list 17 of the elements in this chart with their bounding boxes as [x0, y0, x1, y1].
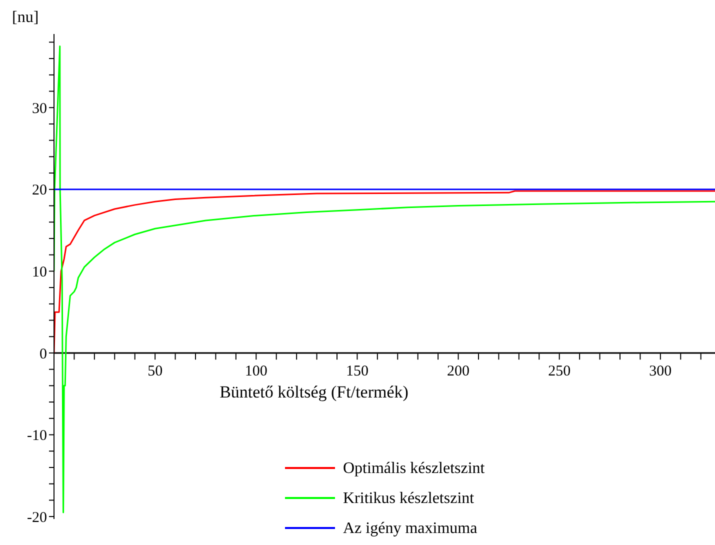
y-tick-label: 10 — [32, 264, 47, 281]
y-tick-label: -20 — [27, 510, 47, 526]
x-tick-label: 100 — [244, 364, 268, 380]
y-tick-label: -10 — [27, 428, 47, 444]
x-tick-label: 250 — [548, 364, 571, 380]
legend-label: Az igény maximuma — [343, 520, 478, 537]
x-tick-label: 50 — [148, 364, 163, 380]
x-tick-label: 150 — [346, 364, 368, 380]
legend-label: Optimális készletszint — [343, 460, 486, 477]
y-tick-label: 20 — [32, 182, 47, 199]
y-tick-label: 30 — [32, 100, 47, 117]
y-axis-title: [nu] — [12, 9, 39, 26]
legend-label: Kritikus készletszint — [343, 490, 475, 507]
x-tick-label: 200 — [447, 364, 470, 380]
x-tick-label: 300 — [649, 364, 672, 380]
x-axis-title: Büntető költség (Ft/termék) — [220, 382, 408, 402]
y-tick-label: 0 — [40, 346, 47, 362]
